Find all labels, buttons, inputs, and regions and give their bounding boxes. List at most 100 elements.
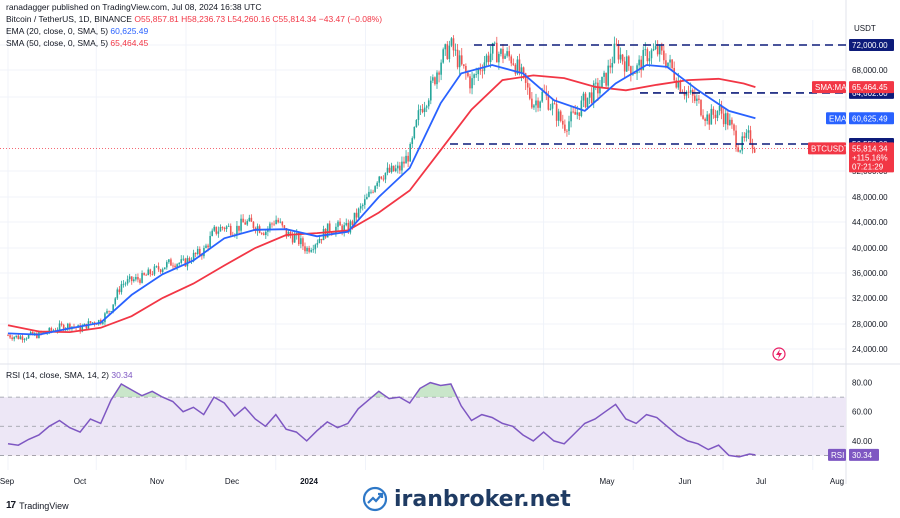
- candle-body: [514, 64, 517, 74]
- candle-body: [706, 114, 708, 121]
- candle-body: [526, 82, 529, 88]
- candle-body: [163, 267, 166, 270]
- candle-body: [211, 230, 213, 236]
- candle-body: [716, 110, 719, 118]
- candle-body: [634, 73, 636, 74]
- ohlc-close: C55,814.34: [272, 14, 317, 24]
- candle-body: [675, 80, 678, 88]
- candle-body: [588, 92, 591, 98]
- candle-body: [69, 323, 71, 330]
- candle-body: [477, 68, 480, 75]
- candle-body: [50, 328, 53, 331]
- candle-body: [7, 335, 9, 337]
- tradingview-brand: TradingView: [19, 500, 69, 511]
- candle-body: [518, 59, 521, 74]
- time-tick-label: Jun: [679, 477, 692, 486]
- candle-body: [498, 53, 500, 63]
- candle-body: [496, 42, 498, 63]
- candle-body: [485, 55, 488, 63]
- candle-body: [353, 212, 356, 225]
- candle-body: [434, 77, 436, 85]
- candle-body: [312, 249, 315, 251]
- candle-body: [638, 59, 640, 66]
- candle-body: [81, 326, 84, 332]
- candle-body: [737, 147, 739, 152]
- candle-body: [648, 58, 651, 62]
- candle-body: [753, 148, 756, 153]
- candle-body: [262, 233, 265, 235]
- candle-body: [368, 191, 370, 197]
- candle-body: [522, 67, 525, 74]
- price-value-tag: 55,814.34: [852, 144, 888, 153]
- candle-body: [265, 231, 267, 235]
- candle-body: [421, 109, 424, 113]
- candle-body: [281, 221, 284, 226]
- candle-body: [576, 112, 579, 115]
- rsi-value-tag-bg: [849, 448, 879, 461]
- candle-body: [388, 167, 391, 173]
- candle-body: [590, 92, 593, 103]
- candle-body: [700, 99, 702, 116]
- candle-body: [25, 338, 28, 340]
- ema-legend[interactable]: EMA (20, close, 0, SMA, 5) 60,625.49: [6, 26, 148, 36]
- candle-body: [607, 65, 609, 86]
- ohlc-low: L54,260.16: [227, 14, 271, 24]
- candle-body: [355, 212, 358, 218]
- candle-body: [667, 62, 669, 67]
- candle-body: [192, 252, 195, 262]
- symbol-name: Bitcoin / TetherUS, 1D, BINANCE: [6, 14, 132, 24]
- candle-body: [302, 238, 304, 247]
- candle-body: [252, 221, 255, 228]
- ema-legend-value: 60,625.49: [110, 26, 149, 36]
- candle-body: [611, 62, 614, 68]
- candle-body: [155, 266, 158, 268]
- time-tick-label: 2024: [300, 477, 318, 486]
- candle-body: [745, 132, 748, 138]
- candle-body: [361, 204, 364, 207]
- tradingview-footer[interactable]: 17 TradingView: [6, 500, 69, 511]
- sma-name-tag-bg: [812, 81, 846, 94]
- candle-body: [106, 310, 108, 314]
- candle-body: [217, 231, 220, 234]
- candle-body: [642, 49, 645, 71]
- candle-body: [487, 55, 490, 62]
- candle-body: [698, 98, 700, 100]
- candle-body: [256, 226, 259, 232]
- candle-body: [656, 46, 659, 55]
- level-tag: 72,000.00: [852, 41, 888, 50]
- ohlc-high: H58,236.73: [181, 14, 226, 24]
- candle-body: [357, 208, 360, 218]
- candle-body: [702, 115, 704, 119]
- candle-body: [450, 38, 453, 46]
- candle-body: [240, 218, 242, 231]
- candle-body: [275, 219, 277, 224]
- candle-body: [345, 222, 348, 226]
- candle-body: [172, 265, 174, 267]
- rsi-line: [7, 381, 756, 458]
- candle-body: [601, 76, 603, 88]
- candle-body: [133, 279, 135, 282]
- sma-value-tag: 65,464.45: [852, 83, 888, 92]
- candle-body: [399, 165, 401, 171]
- candle-body: [326, 223, 329, 238]
- candle-body: [27, 334, 30, 339]
- ema-value-tag-bg: [849, 112, 894, 125]
- currency-label: USDT: [854, 24, 876, 33]
- candle-body: [623, 61, 626, 72]
- candle-body: [279, 221, 282, 223]
- candle-body: [60, 323, 63, 325]
- candle-body: [566, 130, 568, 132]
- candle-body: [145, 274, 147, 276]
- rsi-legend[interactable]: RSI (14, close, SMA, 14, 2) 30.34: [6, 370, 133, 380]
- price-tick-label: 68,000.00: [852, 66, 888, 75]
- symbol-ohlc-line: Bitcoin / TetherUS, 1D, BINANCE O55,857.…: [6, 14, 382, 24]
- candle-body: [646, 49, 649, 62]
- candle-body: [291, 235, 294, 243]
- candle-body: [221, 227, 224, 228]
- sma-legend[interactable]: SMA (50, close, 0, SMA, 5) 65,464.45: [6, 38, 148, 48]
- candle-body: [207, 245, 209, 248]
- rsi-tick-label: 80.00: [852, 379, 873, 388]
- candle-body: [188, 258, 191, 262]
- candle-body: [729, 119, 731, 126]
